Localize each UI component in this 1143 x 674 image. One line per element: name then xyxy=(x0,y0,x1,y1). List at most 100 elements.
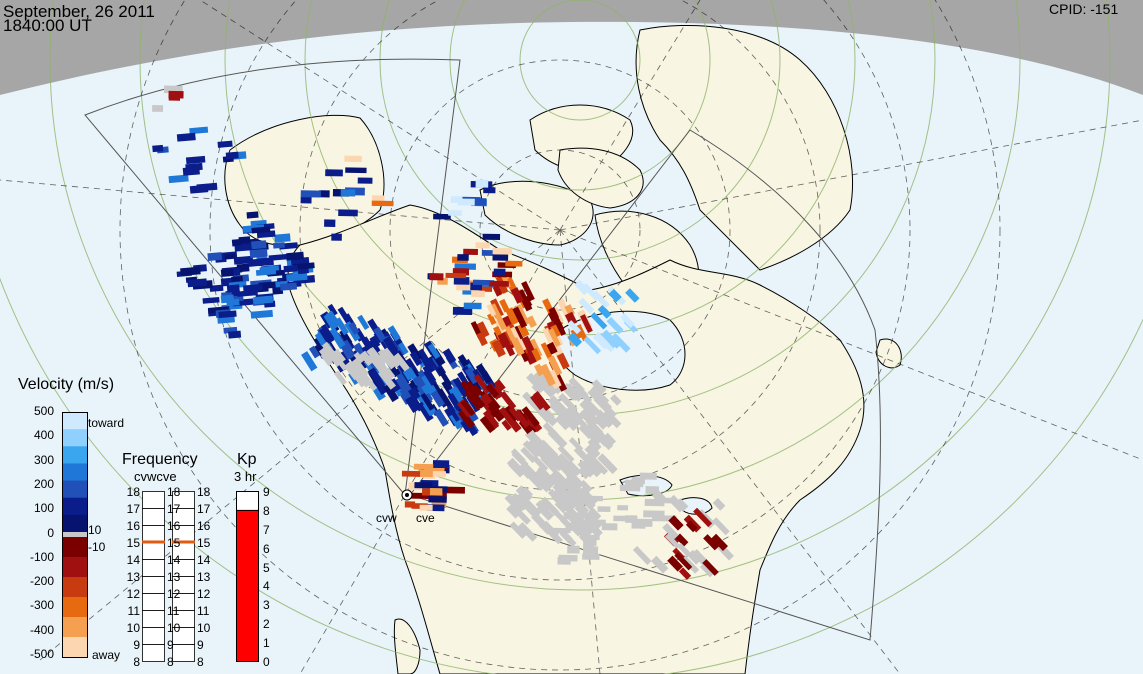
velocity-cell xyxy=(368,368,386,389)
kp-tick-label: 8 xyxy=(263,503,270,518)
velocity-cell xyxy=(246,211,259,219)
velocity-cell xyxy=(606,316,624,335)
velocity-cell xyxy=(535,377,556,398)
velocity-cell xyxy=(272,242,285,249)
velocity-cell xyxy=(551,493,564,506)
velocity-cell xyxy=(651,555,669,574)
velocity-cell xyxy=(601,523,618,531)
frequency-tick-mid: 12 xyxy=(167,587,181,601)
velocity-cell xyxy=(487,313,497,326)
velocity-cell xyxy=(377,348,396,370)
threshold-pos-label: 10 xyxy=(88,523,102,537)
velocity-cell xyxy=(530,393,546,411)
velocity-cell xyxy=(286,272,308,282)
velocity-cell xyxy=(599,413,614,428)
frequency-tick-left: 11 xyxy=(127,604,140,618)
velocity-cell xyxy=(366,347,380,363)
velocity-cell xyxy=(548,306,559,320)
velocity-cell xyxy=(463,248,478,255)
velocity-cell xyxy=(437,367,453,387)
velocity-cell xyxy=(568,376,585,394)
velocity-cell xyxy=(479,415,496,434)
velocity-cell xyxy=(687,549,702,565)
velocity-cell xyxy=(712,517,730,536)
velocity-cell xyxy=(463,302,482,310)
velocity-cell xyxy=(597,453,618,475)
velocity-cell xyxy=(292,262,315,270)
velocity-cell xyxy=(554,510,566,523)
velocity-cell xyxy=(553,402,571,420)
velocity-cell xyxy=(513,493,530,510)
velocity-cell xyxy=(591,384,603,396)
frequency-tick-mid: 9 xyxy=(167,638,174,652)
velocity-cell xyxy=(340,343,355,360)
velocity-cell xyxy=(383,383,399,403)
velocity-cell xyxy=(483,187,496,194)
velocity-cell xyxy=(581,534,600,541)
velocity-cell xyxy=(521,281,535,302)
velocity-cell xyxy=(675,533,689,547)
velocity-tick-label: 500 xyxy=(33,404,54,418)
velocity-cell xyxy=(610,394,622,406)
frequency-tick-left: 17 xyxy=(126,502,140,516)
velocity-cell xyxy=(233,255,254,265)
velocity-cell xyxy=(413,375,426,389)
velocity-scale-title: Velocity (m/s) xyxy=(18,376,115,393)
velocity-cell xyxy=(383,336,400,357)
frequency-tick-right: 11 xyxy=(197,604,210,618)
velocity-cell xyxy=(249,248,268,259)
velocity-cell xyxy=(560,530,574,544)
frequency-tick-right: 17 xyxy=(197,502,211,516)
velocity-cell xyxy=(530,400,545,416)
velocity-cell xyxy=(570,327,582,341)
velocity-cell xyxy=(399,387,412,400)
velocity-cell xyxy=(340,189,356,197)
radar-sites xyxy=(401,489,413,501)
kp-fill xyxy=(236,509,259,663)
velocity-cell xyxy=(503,405,519,423)
velocity-cell xyxy=(525,504,540,520)
velocity-cell xyxy=(357,314,370,331)
frequency-tick-left: 18 xyxy=(126,485,140,499)
velocity-cell xyxy=(556,352,570,370)
velocity-cell xyxy=(573,492,588,507)
velocity-cell xyxy=(667,555,683,572)
velocity-cell xyxy=(328,327,347,350)
frequency-tick-right: 15 xyxy=(197,536,211,550)
velocity-cell xyxy=(242,283,263,292)
velocity-cell xyxy=(344,155,362,163)
velocity-cell xyxy=(274,233,291,243)
velocity-cell xyxy=(348,321,360,335)
away-label: away xyxy=(92,648,121,662)
velocity-color-toward xyxy=(62,480,88,499)
velocity-cell xyxy=(582,546,599,554)
velocity-cell xyxy=(536,503,555,521)
frequency-tick-left: 15 xyxy=(126,536,140,550)
velocity-tick-label: -100 xyxy=(29,549,54,564)
velocity-cell xyxy=(187,278,208,288)
velocity-cell xyxy=(573,446,594,466)
kp-title: Kp xyxy=(237,451,257,468)
velocity-cell xyxy=(678,567,692,580)
velocity-cell xyxy=(321,341,338,359)
frequency-radars-label: cvwcve xyxy=(134,469,177,484)
velocity-cell xyxy=(396,372,413,393)
radar-label-cvw: cvw xyxy=(376,511,397,525)
velocity-cell xyxy=(534,363,545,377)
velocity-cell xyxy=(531,382,544,395)
velocity-cell xyxy=(600,329,620,349)
velocity-cell xyxy=(431,471,446,477)
velocity-cell xyxy=(176,132,196,142)
frequency-cell xyxy=(142,593,165,611)
velocity-tick-label: 400 xyxy=(33,428,54,443)
velocity-cell xyxy=(563,476,581,493)
velocity-cell xyxy=(486,303,497,317)
velocity-cell xyxy=(505,307,520,326)
velocity-cell xyxy=(450,196,463,204)
radar-label-cve: cve xyxy=(416,511,435,525)
velocity-cell xyxy=(674,552,693,571)
velocity-cell xyxy=(505,260,523,267)
velocity-cell xyxy=(220,268,234,277)
velocity-cell xyxy=(504,325,516,342)
frequency-tick-mid: 11 xyxy=(167,604,180,618)
